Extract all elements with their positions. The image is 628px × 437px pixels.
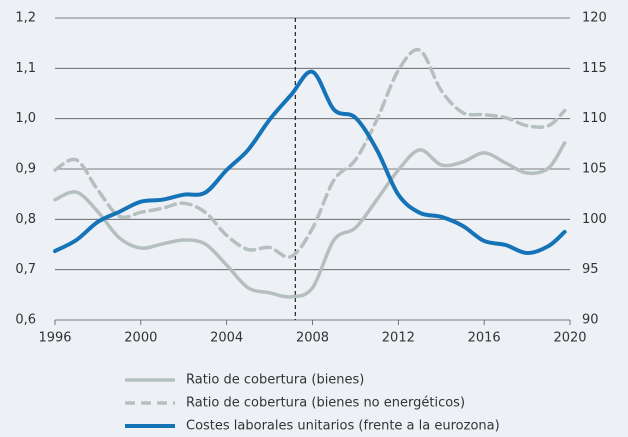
y-tick-label: 0,6: [15, 313, 36, 328]
x-tick-label: 2004: [210, 331, 243, 346]
y2-tick-label: 110: [582, 111, 607, 126]
x-tick-label: 2016: [468, 331, 501, 346]
y-tick-label: 1,1: [15, 61, 36, 76]
y2-tick-label: 95: [582, 262, 599, 277]
series-line: [53, 141, 567, 299]
y-tick-label: 0,7: [15, 262, 36, 277]
y2-tick-label: 105: [582, 162, 607, 177]
y2-tick-label: 100: [582, 212, 607, 227]
x-tick-label: 2008: [296, 331, 329, 346]
x-tick-label: 2000: [124, 331, 157, 346]
y-tick-label: 0,9: [15, 162, 36, 177]
y-tick-label: 1,0: [15, 111, 36, 126]
legend-label: Ratio de cobertura (bienes): [186, 373, 364, 388]
x-tick-label: 1996: [38, 331, 71, 346]
x-tick-label: 2012: [382, 331, 415, 346]
y2-tick-label: 120: [582, 11, 607, 26]
series-line: [53, 47, 567, 259]
legend-label: Costes laborales unitarios (frente a la …: [186, 419, 500, 434]
series-line: [53, 69, 567, 256]
x-tick-label: 2020: [553, 331, 586, 346]
y-tick-label: 1,2: [15, 11, 36, 26]
y2-tick-label: 115: [582, 61, 607, 76]
y-tick-label: 0,8: [15, 212, 36, 227]
legend-label: Ratio de cobertura (bienes no energético…: [186, 396, 465, 411]
y2-tick-label: 90: [582, 313, 599, 328]
